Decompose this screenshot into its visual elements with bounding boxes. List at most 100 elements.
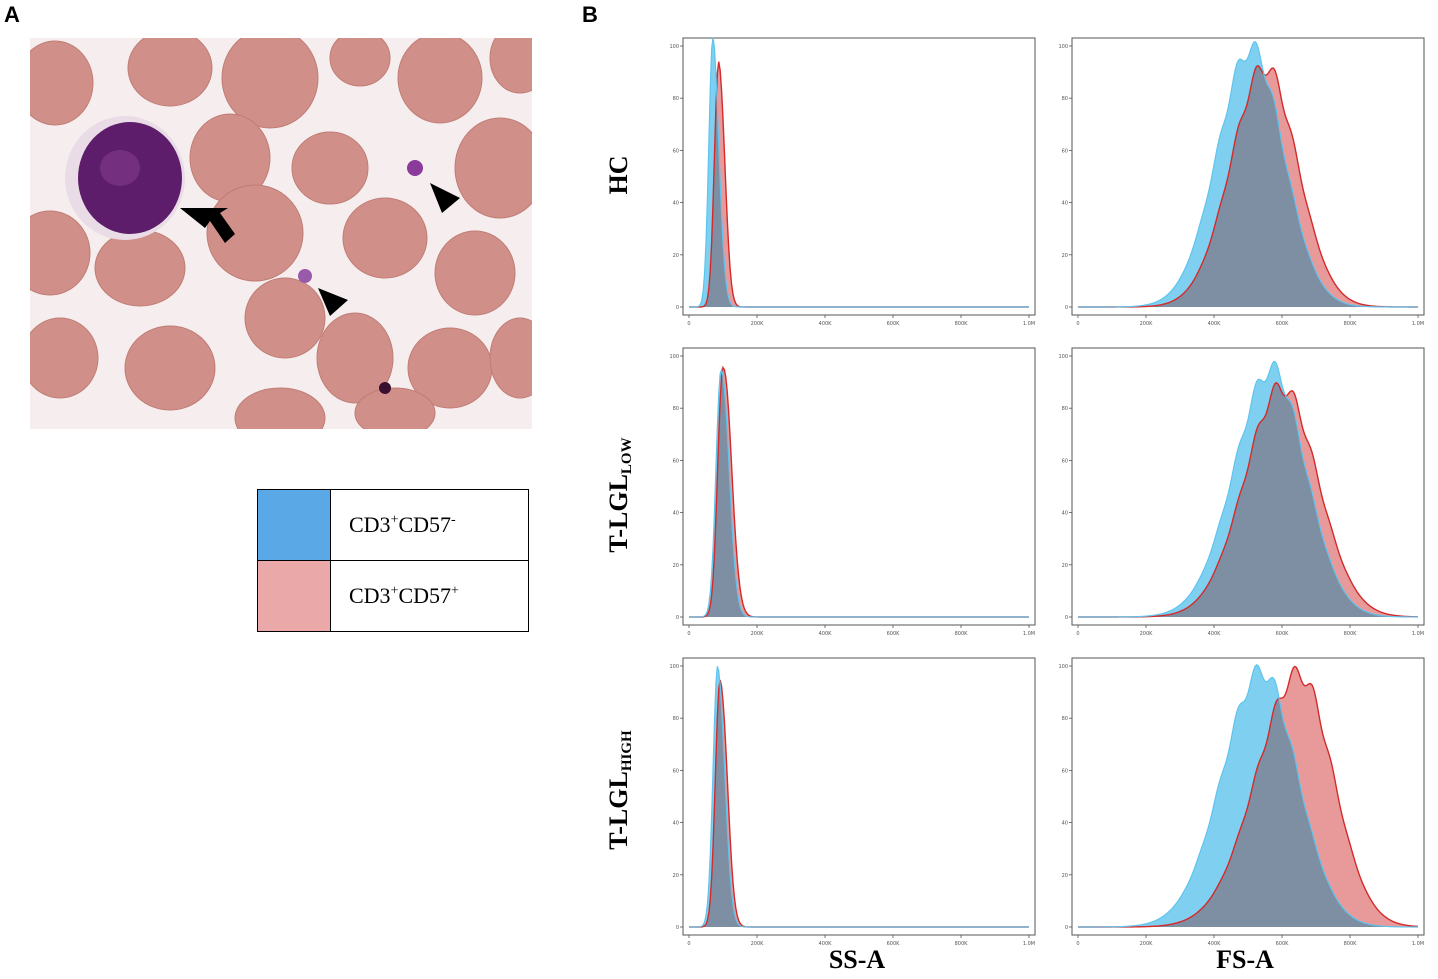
- y-tick-label: 80: [673, 96, 679, 102]
- histogram-overlap-area: [1078, 65, 1418, 307]
- histogram-cd57-positive-area: [1078, 666, 1418, 927]
- x-tick-label: 1.0M: [1023, 941, 1035, 947]
- x-tick-label: 600K: [1276, 321, 1290, 327]
- panel-label-b: B: [582, 2, 598, 27]
- legend-label-cd57-positive: CD3+CD57+: [330, 560, 529, 632]
- histogram-cd57-negative-line: [689, 37, 1029, 308]
- x-tick-label: 1.0M: [1023, 631, 1035, 637]
- x-tick-label: 600K: [1276, 631, 1290, 637]
- panel-label-a: A: [4, 2, 20, 27]
- y-tick-label: 0: [1065, 615, 1068, 621]
- x-tick-label: 400K: [1208, 941, 1222, 947]
- x-tick-label: 800K: [1344, 631, 1358, 637]
- y-tick-label: 20: [1062, 873, 1068, 879]
- plot-frame: [682, 657, 1036, 936]
- x-tick-label: 400K: [819, 941, 833, 947]
- blood-smear-micrograph: [30, 38, 532, 429]
- histogram-overlap-area: [689, 376, 1029, 617]
- x-tick-label: 200K: [1140, 631, 1154, 637]
- y-tick-label: 40: [1062, 821, 1068, 827]
- y-tick-label: 100: [1058, 664, 1068, 670]
- x-tick-label: 400K: [1208, 321, 1222, 327]
- x-tick-label: 0: [687, 321, 690, 327]
- y-tick-label: 60: [1062, 458, 1068, 464]
- x-tick-label: 0: [1076, 321, 1079, 327]
- y-tick-label: 60: [673, 458, 679, 464]
- histogram-cd57-negative-line: [1078, 40, 1418, 308]
- x-tick-label: 800K: [955, 321, 969, 327]
- x-tick-label: 200K: [751, 941, 765, 947]
- y-tick-label: 80: [1062, 716, 1068, 722]
- x-tick-label: 800K: [1344, 321, 1358, 327]
- histogram-cd57-positive-line: [1078, 665, 1419, 928]
- y-tick-label: 20: [1062, 563, 1068, 569]
- y-tick-label: 80: [673, 716, 679, 722]
- y-tick-label: 0: [1065, 925, 1068, 931]
- x-tick-label: 600K: [1276, 941, 1290, 947]
- x-tick-label: 0: [687, 941, 690, 947]
- y-tick-label: 40: [1062, 201, 1068, 207]
- y-tick-label: 100: [669, 354, 679, 360]
- y-tick-label: 100: [1058, 354, 1068, 360]
- y-tick-label: 20: [1062, 253, 1068, 259]
- histogram-overlap-area: [1078, 382, 1418, 617]
- x-tick-label: 600K: [887, 321, 901, 327]
- x-tick-label: 0: [1076, 631, 1079, 637]
- x-tick-label: 600K: [887, 941, 901, 947]
- histogram-cd57-negative-line: [1078, 360, 1419, 618]
- x-tick-label: 400K: [1208, 631, 1222, 637]
- x-tick-label: 0: [1076, 941, 1079, 947]
- histogram-cd57-negative-line: [689, 666, 1029, 928]
- histogram-cd57-negative-line: [689, 367, 1029, 618]
- y-tick-label: 100: [669, 664, 679, 670]
- axis-title-fs-a: FS-A: [1216, 945, 1274, 974]
- x-tick-label: 200K: [751, 321, 765, 327]
- legend-swatch-blue: [257, 489, 331, 561]
- y-tick-label: 20: [673, 873, 679, 879]
- y-tick-label: 20: [673, 253, 679, 259]
- x-tick-label: 1.0M: [1412, 321, 1424, 327]
- y-tick-label: 0: [676, 925, 679, 931]
- x-tick-label: 200K: [751, 631, 765, 637]
- x-tick-label: 1.0M: [1412, 941, 1424, 947]
- y-tick-label: 0: [676, 615, 679, 621]
- y-tick-label: 60: [673, 148, 679, 154]
- plot-frame: [682, 347, 1036, 626]
- legend-item: CD3+CD57-: [257, 489, 529, 561]
- x-tick-label: 1.0M: [1023, 321, 1035, 327]
- x-tick-label: 1.0M: [1412, 631, 1424, 637]
- x-tick-label: 400K: [819, 631, 833, 637]
- y-tick-label: 20: [673, 563, 679, 569]
- y-tick-label: 0: [1065, 305, 1068, 311]
- x-tick-label: 600K: [887, 631, 901, 637]
- plot-frame: [682, 37, 1036, 316]
- x-tick-label: 200K: [1140, 321, 1154, 327]
- y-tick-label: 80: [1062, 406, 1068, 412]
- y-tick-label: 100: [669, 44, 679, 50]
- legend-swatch-red: [257, 560, 331, 632]
- histogram-cd57-negative-line: [1078, 664, 1418, 928]
- histogram-overlap-area: [689, 106, 1029, 307]
- y-tick-label: 60: [1062, 768, 1068, 774]
- y-tick-label: 80: [1062, 96, 1068, 102]
- histogram-overlap-area: [1078, 698, 1418, 927]
- x-tick-label: 200K: [1140, 941, 1154, 947]
- legend-label-cd57-negative: CD3+CD57-: [330, 489, 529, 561]
- y-tick-label: 60: [673, 768, 679, 774]
- histogram-cd57-negative-area: [1078, 664, 1418, 927]
- x-tick-label: 800K: [955, 631, 969, 637]
- y-tick-label: 40: [673, 201, 679, 207]
- x-tick-label: 0: [687, 631, 690, 637]
- y-tick-label: 40: [1062, 511, 1068, 517]
- y-tick-label: 60: [1062, 148, 1068, 154]
- x-tick-label: 400K: [819, 321, 833, 327]
- y-tick-label: 40: [673, 821, 679, 827]
- axis-title-ss-a: SS-A: [828, 945, 886, 974]
- y-tick-label: 0: [676, 305, 679, 311]
- legend: CD3+CD57- CD3+CD57+: [257, 489, 529, 632]
- legend-item: CD3+CD57+: [257, 560, 529, 632]
- x-tick-label: 800K: [955, 941, 969, 947]
- y-tick-label: 40: [673, 511, 679, 517]
- y-tick-label: 80: [673, 406, 679, 412]
